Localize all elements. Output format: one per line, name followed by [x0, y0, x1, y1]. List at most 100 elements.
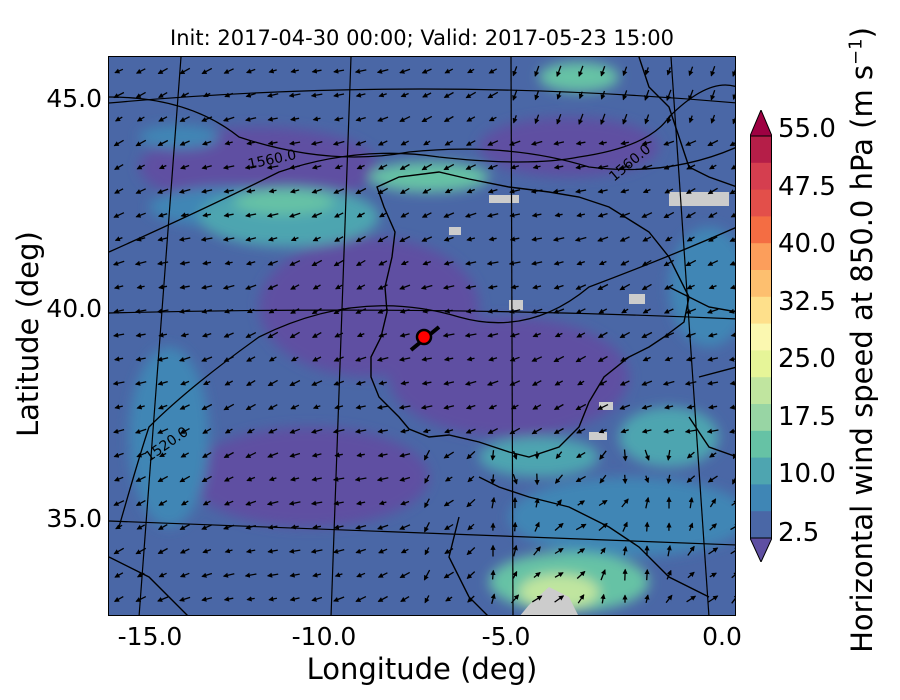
wind-arrow — [534, 521, 540, 532]
colorbar-segment — [750, 189, 772, 217]
wind-arrow — [134, 380, 147, 386]
wind-arrow — [180, 500, 189, 506]
wind-arrow — [246, 308, 255, 314]
wind-arrow — [135, 596, 147, 602]
wind-arrow — [400, 380, 409, 386]
wind-arrow — [709, 572, 717, 578]
wind-arrow — [708, 547, 719, 555]
wind-arrow — [289, 596, 300, 602]
wind-arrow — [157, 404, 168, 410]
wind-arrow — [245, 116, 257, 122]
wind-arrow — [335, 284, 343, 290]
wind-arrow — [443, 356, 454, 362]
wind-arrow — [399, 524, 411, 530]
wind-arrow — [398, 404, 411, 410]
wind-arrow — [490, 450, 496, 461]
wind-arrow — [466, 498, 476, 508]
wind-arrow — [619, 212, 631, 218]
wind-arrow — [157, 596, 169, 602]
wind-arrow — [552, 236, 565, 242]
wind-arrow — [267, 236, 278, 242]
wind-arrow — [266, 500, 279, 506]
wind-arrow — [222, 572, 235, 578]
wind-arrow — [644, 594, 650, 604]
wind-arrow — [180, 212, 189, 218]
wind-arrow — [377, 428, 388, 434]
wind-arrow — [710, 89, 716, 101]
wind-arrow — [598, 308, 608, 314]
wind-arrow — [424, 522, 430, 533]
wind-arrow — [486, 260, 499, 266]
wind-arrow — [245, 284, 257, 290]
wind-arrow — [115, 524, 123, 530]
wind-arrow — [201, 67, 213, 75]
wind-arrow — [666, 449, 672, 461]
wind-arrow — [663, 428, 675, 434]
wind-arrow — [710, 114, 716, 124]
wind-arrow — [575, 308, 586, 314]
wind-arrow — [113, 428, 125, 434]
wind-arrow — [663, 140, 675, 146]
wind-arrow — [466, 116, 476, 122]
wind-arrow — [665, 236, 673, 242]
wind-arrow — [620, 260, 630, 266]
wind-arrow — [620, 428, 629, 434]
wind-arrow — [378, 500, 387, 506]
wind-arrow — [135, 332, 146, 338]
colorbar-segment — [750, 457, 772, 485]
wind-arrow — [554, 595, 565, 603]
wind-arrow — [487, 428, 498, 434]
wind-arrow — [245, 332, 257, 338]
wind-arrow — [201, 475, 212, 483]
wind-arrow — [731, 500, 735, 506]
wind-arrow — [510, 284, 519, 290]
wind-arrow — [465, 91, 477, 99]
wind-arrow — [223, 403, 235, 411]
wind-arrow — [224, 308, 234, 314]
wind-arrow — [442, 284, 455, 290]
wind-arrow — [355, 92, 366, 98]
wind-arrow — [400, 428, 410, 434]
wind-arrow — [289, 164, 301, 170]
wind-arrow — [378, 332, 388, 338]
wind-arrow — [732, 69, 735, 77]
wind-arrow — [641, 283, 652, 291]
wind-arrow — [135, 547, 147, 555]
map-panel[interactable]: 1560.0 1560.0 1520.0 — [108, 56, 736, 616]
wind-arrow — [135, 139, 147, 147]
colorbar-segment — [750, 511, 772, 539]
wind-arrow — [600, 547, 606, 555]
colorbar-segment — [750, 484, 772, 512]
wind-arrow — [179, 548, 190, 554]
wind-arrow — [577, 594, 585, 604]
wind-arrow — [378, 548, 388, 554]
wind-arrow — [688, 496, 694, 509]
wind-arrow — [356, 452, 365, 458]
wind-arrow — [246, 596, 255, 602]
wind-arrow — [619, 380, 630, 386]
wind-arrow — [620, 140, 630, 146]
wind-arrow — [377, 235, 389, 243]
wind-arrow — [599, 450, 607, 460]
wind-arrow — [246, 380, 256, 386]
wind-arrow — [399, 68, 411, 74]
wind-arrow — [224, 380, 234, 386]
wind-arrow — [688, 522, 694, 531]
wind-arrow — [641, 380, 653, 386]
wind-arrow — [642, 308, 651, 314]
wind-arrow — [641, 140, 652, 146]
wind-arrow — [531, 260, 543, 266]
x-tick: -15.0 — [117, 622, 183, 651]
wind-arrow — [333, 92, 345, 98]
wind-arrow — [531, 427, 543, 435]
wind-arrow — [355, 380, 366, 386]
wind-arrow — [488, 68, 498, 74]
wind-arrow — [421, 236, 433, 242]
wind-arrow — [512, 521, 518, 532]
wind-arrow — [158, 92, 168, 98]
wind-arrow — [201, 524, 213, 530]
wind-arrow — [356, 332, 365, 338]
wind-arrow — [157, 547, 168, 555]
wind-arrow — [443, 163, 455, 171]
wind-arrow — [290, 404, 300, 410]
